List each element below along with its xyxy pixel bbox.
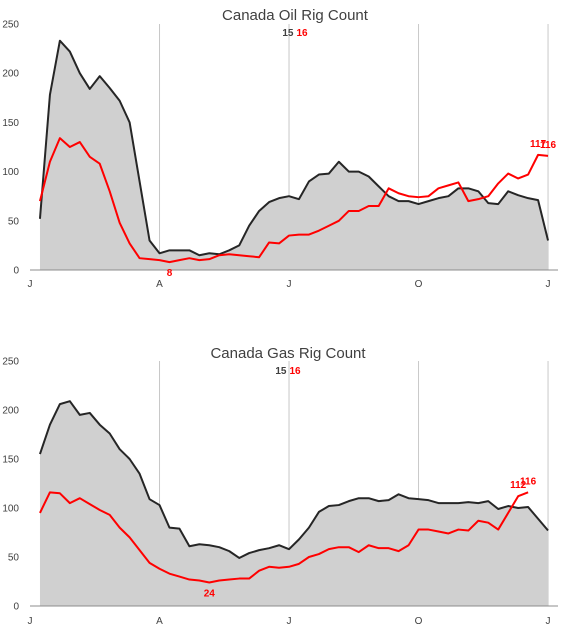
series-line-16: [39, 491, 529, 584]
x-tick-label: J: [287, 616, 292, 627]
chart-title: Canada Gas Rig Count: [210, 345, 366, 362]
legend-entry-16: 16: [297, 28, 309, 39]
y-tick-label: 200: [2, 69, 19, 80]
chart-title: Canada Oil Rig Count: [222, 7, 369, 24]
data-label: 117: [530, 139, 547, 150]
x-tick-label: A: [156, 279, 163, 290]
legend: 15 16: [282, 28, 308, 39]
y-tick-label: 150: [2, 455, 19, 466]
x-tick-label: O: [415, 616, 423, 627]
legend-entry-15: 15: [282, 28, 294, 39]
x-tick-label: J: [28, 616, 33, 627]
y-tick-label: 150: [2, 118, 19, 129]
data-label: 112: [510, 480, 527, 491]
x-tick-label: A: [156, 616, 163, 627]
x-tick-label: J: [28, 279, 33, 290]
series-line-15: [39, 400, 549, 559]
y-tick-label: 50: [8, 553, 20, 564]
x-tick-label: J: [546, 616, 551, 627]
series-line-16: [38, 137, 549, 264]
y-tick-label: 100: [2, 167, 19, 178]
y-tick-label: 0: [13, 602, 19, 613]
area-fill-15: [39, 401, 549, 606]
area-fill-15: [39, 40, 549, 271]
data-label: 116: [520, 476, 537, 487]
y-tick-label: 250: [2, 20, 19, 31]
y-tick-label: 0: [13, 266, 19, 277]
y-tick-label: 100: [2, 504, 19, 515]
x-tick-label: J: [287, 279, 292, 290]
legend-entry-16: 16: [290, 366, 302, 377]
y-tick-label: 200: [2, 406, 19, 417]
x-tick-label: O: [415, 279, 423, 290]
y-tick-label: 50: [8, 216, 20, 227]
data-label: 24: [204, 588, 216, 599]
legend: 15 16: [275, 366, 301, 377]
data-label: 116: [540, 140, 557, 151]
legend-entry-15: 15: [275, 366, 287, 377]
data-label: 8: [167, 268, 173, 279]
y-tick-label: 250: [2, 357, 19, 368]
series-line-15: [38, 39, 550, 257]
x-tick-label: J: [546, 279, 551, 290]
